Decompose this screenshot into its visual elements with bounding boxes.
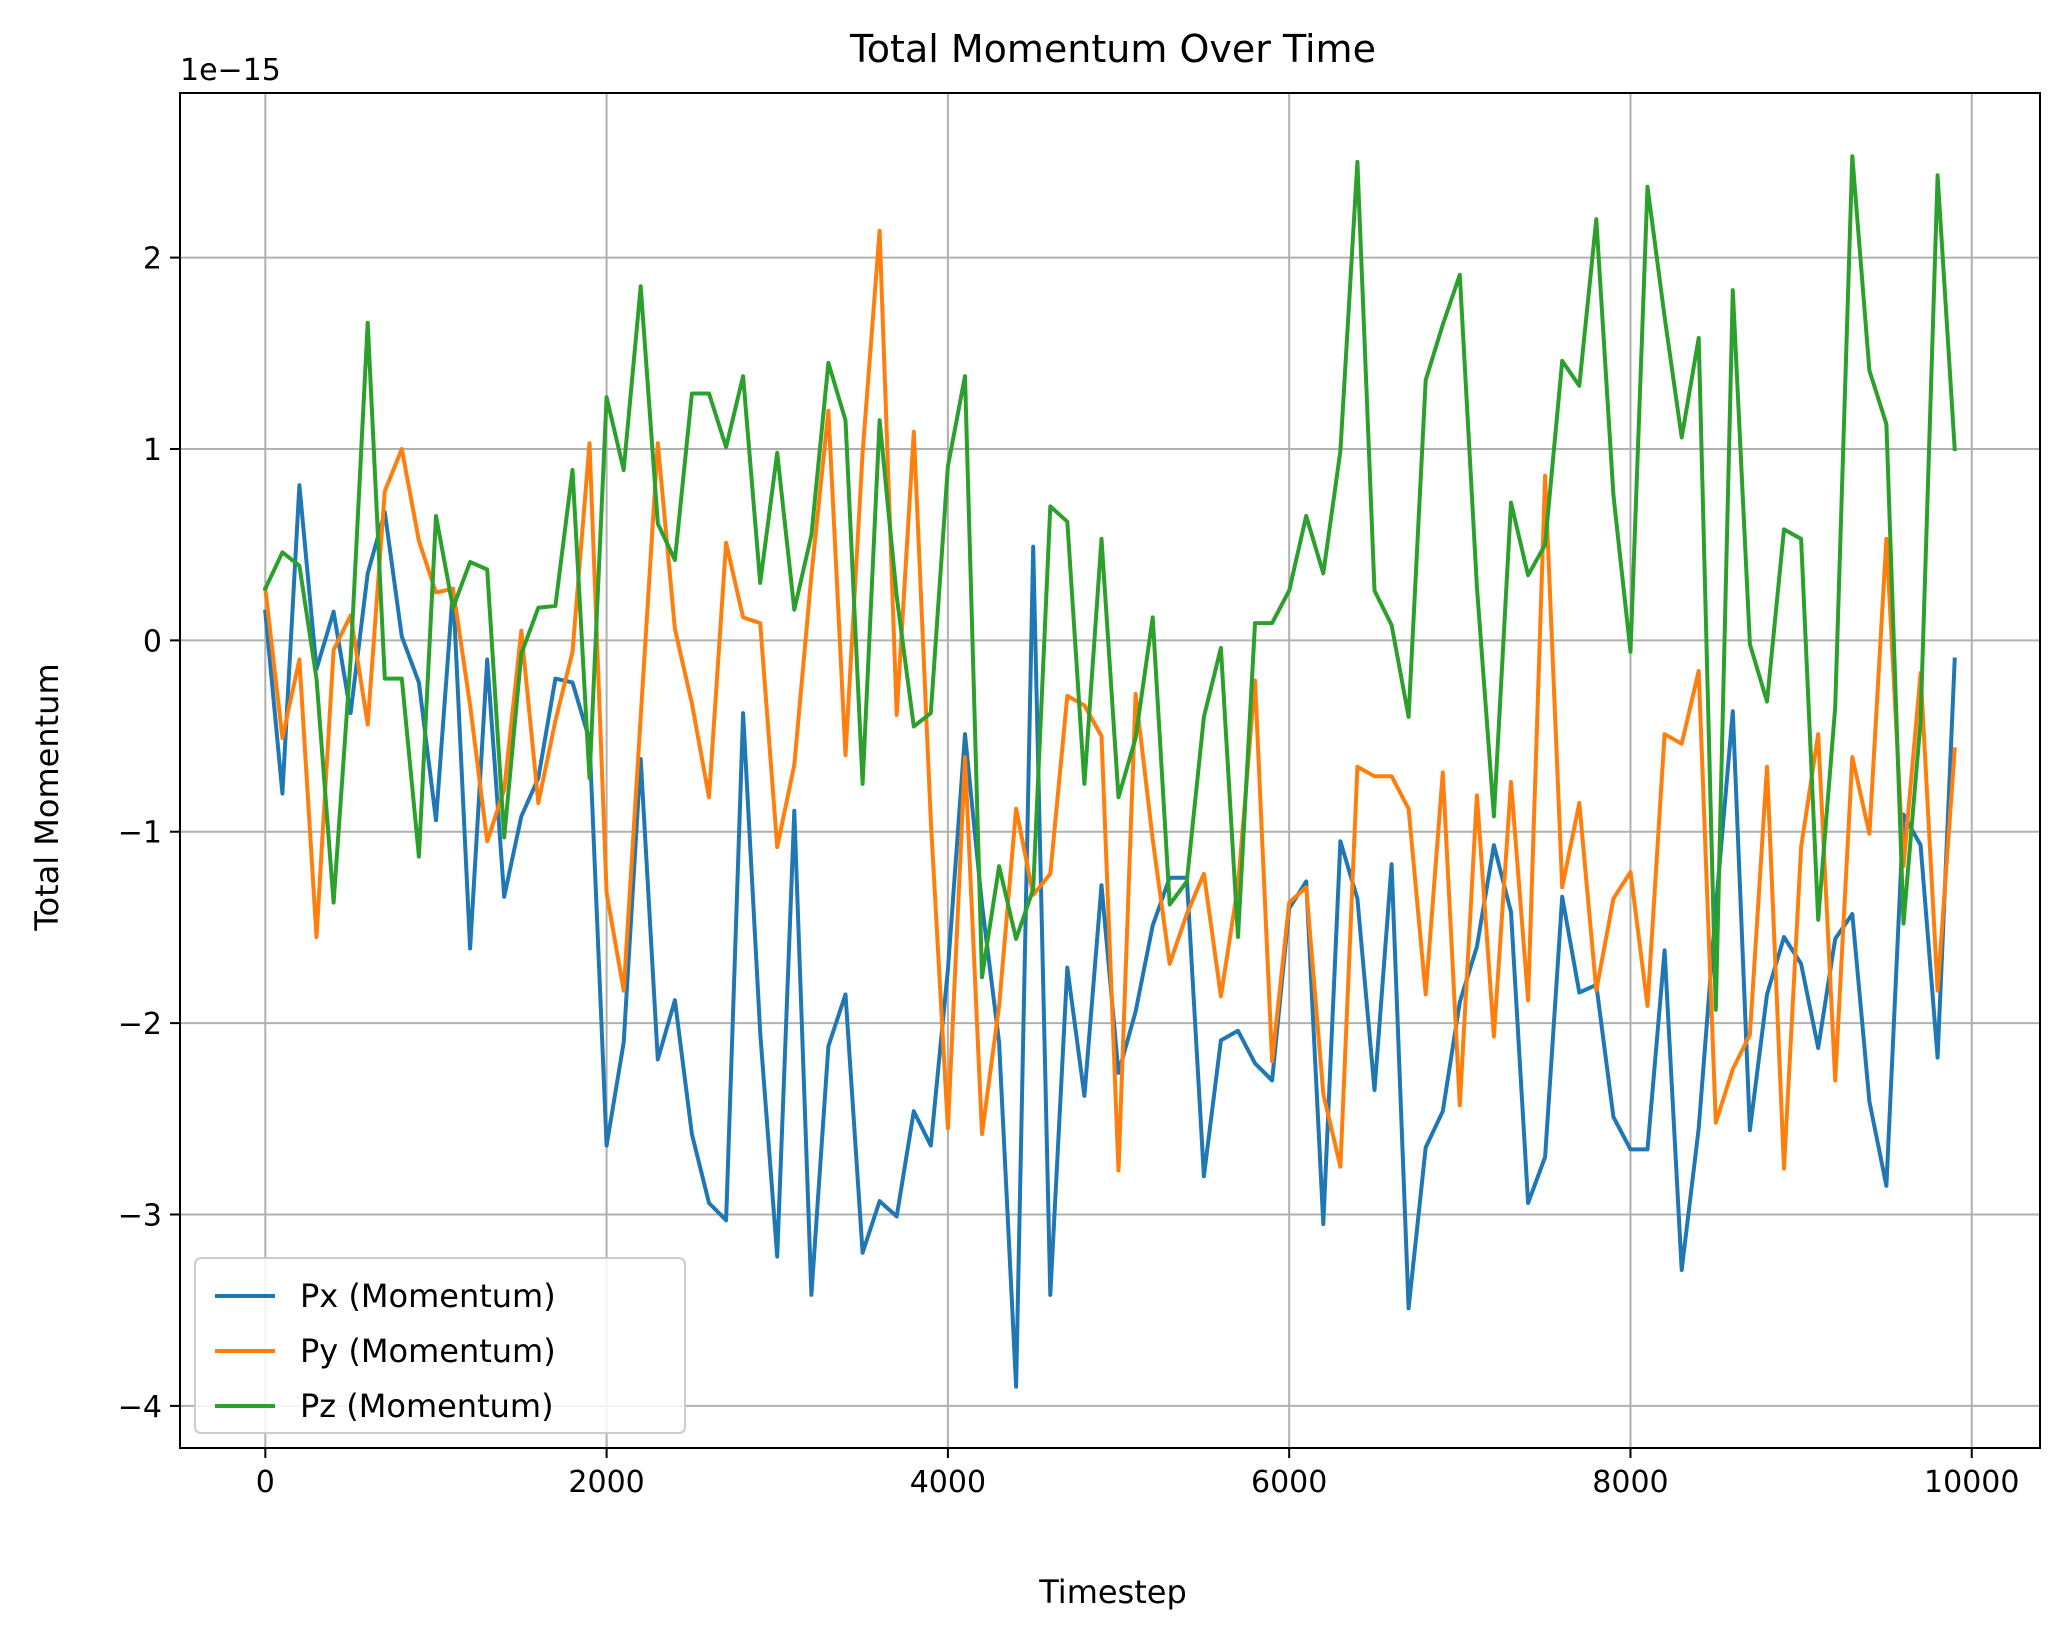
x-tick-label: 0 <box>256 1465 275 1500</box>
x-tick-label: 10000 <box>1924 1465 2019 1500</box>
y-tick-label: −1 <box>118 816 162 851</box>
legend: Px (Momentum) Py (Momentum) Pz (Momentum) <box>194 1257 686 1434</box>
x-tick-label: 8000 <box>1592 1465 1668 1500</box>
x-axis-label: Timestep <box>1038 1573 1187 1611</box>
y-axis-label: Total Momentum <box>28 663 66 931</box>
series-group <box>262 154 1957 1389</box>
chart-title: Total Momentum Over Time <box>849 27 1376 71</box>
x-tick-label: 6000 <box>1251 1465 1327 1500</box>
legend-label: Py (Momentum) <box>300 1332 556 1370</box>
y-tick-label: −2 <box>118 1007 162 1042</box>
x-tick-label: 4000 <box>910 1465 986 1500</box>
ticks: 0 2000 4000 6000 8000 10000 −4 −3 −2 −1 0 1 2 <box>118 242 2020 1500</box>
legend-box <box>194 1257 686 1434</box>
series-line-2 <box>263 228 1957 1173</box>
y-tick-label: −3 <box>118 1199 162 1234</box>
y-tick-label: −4 <box>118 1390 162 1425</box>
legend-label: Pz (Momentum) <box>300 1387 554 1425</box>
y-tick-label: 2 <box>143 242 162 277</box>
y-offset-label: 1e−15 <box>180 53 281 88</box>
y-tick-label: 0 <box>143 624 162 659</box>
y-tick-label: 1 <box>143 433 162 468</box>
legend-label: Px (Momentum) <box>300 1277 556 1315</box>
series-line-3 <box>262 154 1957 1012</box>
x-tick-label: 2000 <box>568 1465 644 1500</box>
plot-frame <box>179 92 2041 1449</box>
